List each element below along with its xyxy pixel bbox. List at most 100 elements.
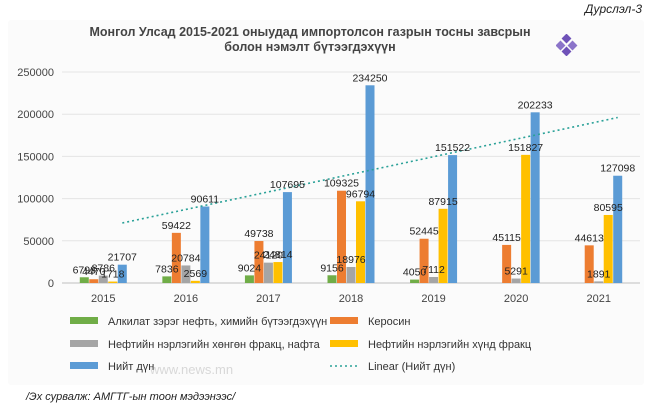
bar bbox=[327, 275, 337, 283]
data-label: 24814 bbox=[263, 249, 292, 261]
x-tick-label: 2016 bbox=[174, 293, 198, 305]
x-tick-label: 2019 bbox=[421, 293, 445, 305]
chart-title: Монгол Улсад 2015-2021 оныудад импортолс… bbox=[60, 25, 560, 55]
bar bbox=[263, 262, 273, 283]
legend-label: Керосин bbox=[368, 316, 410, 328]
bar bbox=[98, 275, 108, 283]
bar bbox=[346, 266, 356, 283]
data-label: 151522 bbox=[435, 142, 470, 154]
bar bbox=[521, 154, 531, 283]
bar bbox=[162, 276, 172, 283]
bar bbox=[438, 208, 448, 283]
x-tick-label: 2021 bbox=[586, 293, 610, 305]
legend-swatch bbox=[70, 340, 98, 347]
legend-label: Нефтийн нэрлэгийн хөнгөн фракц, нафта bbox=[108, 339, 321, 351]
bar bbox=[356, 201, 365, 283]
data-label: 90611 bbox=[191, 194, 220, 206]
data-label: 8786 bbox=[92, 263, 116, 275]
legend-label: Алкилат зэрэг нефть, химийн бүтээгдэхүүн bbox=[108, 316, 327, 328]
y-tick-label: 100000 bbox=[17, 194, 54, 206]
data-label: 7112 bbox=[422, 264, 445, 276]
data-label: 127098 bbox=[600, 163, 635, 175]
data-label: 202233 bbox=[518, 99, 553, 111]
legend-swatch bbox=[330, 340, 358, 347]
data-label: 107695 bbox=[270, 179, 305, 191]
bars bbox=[79, 85, 623, 284]
bar bbox=[79, 277, 89, 283]
bar bbox=[244, 275, 254, 283]
data-label: 80595 bbox=[594, 202, 623, 214]
data-label: 7836 bbox=[155, 263, 179, 275]
bar bbox=[89, 279, 99, 283]
grid-lines bbox=[62, 71, 640, 284]
bar bbox=[613, 175, 623, 283]
bar bbox=[273, 262, 283, 283]
y-tick-label: 150000 bbox=[17, 151, 54, 163]
y-tick-label: 200000 bbox=[17, 109, 54, 121]
bar bbox=[171, 232, 181, 283]
bar bbox=[511, 278, 521, 283]
data-label: 24120 bbox=[254, 250, 283, 262]
bar bbox=[254, 241, 264, 283]
legend-label: Linear (Нийт дүн) bbox=[368, 361, 455, 373]
bar bbox=[117, 264, 127, 283]
bar bbox=[181, 265, 191, 283]
data-label: 234250 bbox=[352, 72, 387, 84]
data-label: 109325 bbox=[324, 178, 359, 190]
bar bbox=[108, 281, 118, 283]
bar bbox=[429, 276, 439, 283]
bar bbox=[448, 155, 458, 283]
bar bbox=[200, 206, 210, 283]
source-note: /Эх сурвалж: АМГТГ-ын тоон мэдээнээс/ bbox=[26, 391, 236, 403]
bar bbox=[530, 112, 540, 284]
legend-label: Нефтийн нэрлэгийн хүнд фракц bbox=[368, 339, 532, 351]
y-tick-label: 0 bbox=[48, 278, 54, 290]
data-label: 151827 bbox=[508, 142, 543, 154]
data-label: 9156 bbox=[320, 262, 344, 274]
data-label: 1891 bbox=[587, 268, 611, 280]
legend-swatch bbox=[330, 317, 358, 324]
legend: Алкилат зэрэг нефть, химийн бүтээгдэхүүн… bbox=[70, 316, 532, 373]
data-label: 87915 bbox=[428, 196, 457, 208]
bar bbox=[282, 192, 292, 283]
legend-swatch bbox=[70, 362, 98, 369]
data-label: 18976 bbox=[336, 254, 365, 266]
logo-icon bbox=[556, 34, 578, 56]
bar bbox=[419, 238, 429, 283]
data-label: 45115 bbox=[492, 232, 521, 244]
bar bbox=[502, 244, 512, 283]
y-tick-label: 250000 bbox=[17, 67, 54, 79]
x-tick-label: 2020 bbox=[504, 293, 528, 305]
data-label: 5291 bbox=[504, 266, 528, 278]
legend-label: Нийт дүн bbox=[108, 361, 154, 373]
data-label: 4470 bbox=[82, 266, 106, 278]
figure-label: Дурслэл-3 bbox=[584, 2, 642, 16]
data-label: 4050 bbox=[403, 267, 427, 279]
data-label: 96794 bbox=[346, 188, 375, 200]
bar bbox=[410, 279, 420, 283]
bar bbox=[365, 85, 375, 283]
data-label: 44613 bbox=[575, 232, 604, 244]
bar bbox=[190, 280, 200, 283]
x-tick-label: 2017 bbox=[256, 293, 280, 305]
bar bbox=[594, 281, 604, 283]
bar bbox=[584, 245, 594, 283]
bar bbox=[337, 190, 346, 283]
data-label: 6793 bbox=[73, 264, 97, 276]
legend-swatch bbox=[70, 317, 98, 324]
axes: 0 50000 100000 150000 200000 250000 2015 2016 20… bbox=[17, 67, 611, 305]
chart-title-line-2: болон нэмэлт бүтээгдэхүүн bbox=[224, 40, 396, 54]
data-label: 52445 bbox=[409, 226, 438, 238]
data-label: 1718 bbox=[101, 269, 125, 281]
chart-title-line-1: Монгол Улсад 2015-2021 оныудад импортолс… bbox=[89, 25, 531, 39]
data-labels: 6793 7836 9024 9156 4050 4470 59422 49738 109325… bbox=[73, 72, 636, 280]
watermark: www.news.mn bbox=[149, 362, 233, 377]
data-label: 2569 bbox=[184, 268, 208, 280]
data-label: 21707 bbox=[108, 252, 137, 264]
data-label: 9024 bbox=[238, 262, 262, 274]
data-label: 49738 bbox=[244, 228, 273, 240]
bar bbox=[603, 214, 613, 283]
data-label: 20784 bbox=[171, 252, 200, 264]
x-tick-label: 2018 bbox=[339, 293, 363, 305]
